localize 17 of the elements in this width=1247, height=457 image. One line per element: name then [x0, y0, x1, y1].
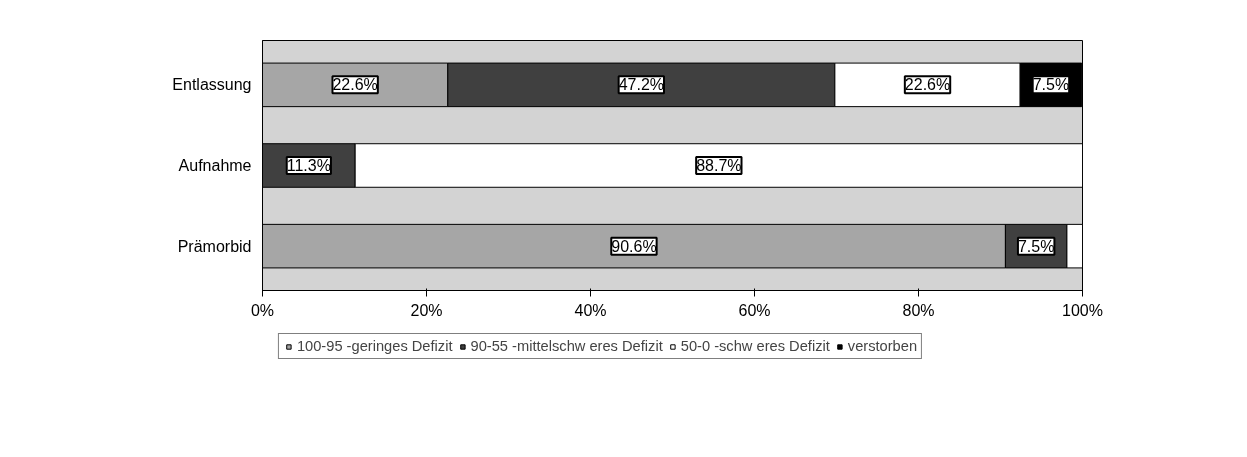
data-label: 90.6%	[611, 237, 657, 255]
legend-label: 90-55 -mittelschw eres Defizit	[470, 338, 663, 354]
x-tick-label: 0%	[250, 301, 275, 319]
x-tick-label: 100%	[1062, 301, 1103, 319]
legend-label: 50-0 -schw eres Defizit	[680, 338, 830, 354]
legend-label: verstorben	[847, 338, 918, 354]
x-tick-label: 40%	[574, 301, 607, 319]
x-tick-label: 20%	[410, 301, 443, 319]
x-tick-label: 80%	[902, 301, 935, 319]
y-tick-label: Prämorbid	[177, 237, 252, 255]
data-label: 11.3%	[286, 157, 331, 174]
data-label: 22.6%	[332, 76, 378, 94]
data-label: 88.7%	[696, 157, 742, 174]
y-tick-label: Entlassung	[172, 76, 252, 94]
legend-label: 100-95 -geringes Defizit	[296, 338, 453, 354]
y-tick-label: Aufnahme	[178, 157, 252, 174]
x-tick-label: 60%	[738, 301, 771, 319]
